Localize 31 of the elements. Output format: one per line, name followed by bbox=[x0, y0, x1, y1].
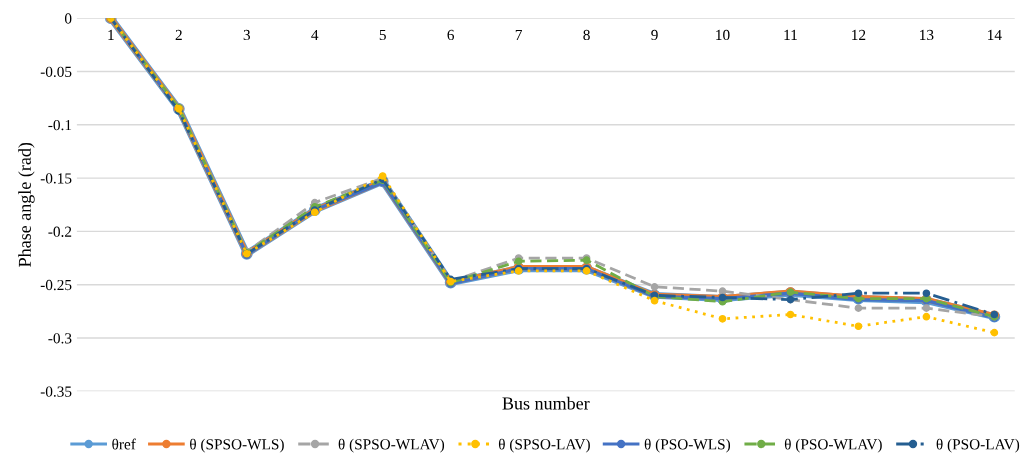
legend-label: θ (SPSO-WLAV) bbox=[338, 438, 445, 453]
x-tick-label: 6 bbox=[447, 29, 455, 41]
y-tick-label: -0.15 bbox=[40, 173, 72, 184]
y-tick-label: -0.35 bbox=[40, 386, 72, 397]
x-tick-label: 3 bbox=[243, 29, 250, 41]
legend-label: θ (SPSO-WLS) bbox=[190, 438, 284, 453]
legend-label: θ (SPSO-LAV) bbox=[498, 438, 590, 453]
x-tick-label: 12 bbox=[852, 29, 866, 40]
x-tick-label: 9 bbox=[651, 29, 658, 41]
y-tick-label: -0.3 bbox=[48, 333, 72, 344]
x-tick-label: 4 bbox=[311, 29, 319, 40]
x-tick-label: 10 bbox=[716, 29, 730, 41]
legend-label: θ (PSO-WLAV) bbox=[784, 438, 882, 453]
x-tick-label: 14 bbox=[988, 29, 1002, 40]
y-tick-label: -0.05 bbox=[40, 66, 72, 78]
x-axis-title: Bus number bbox=[502, 396, 590, 410]
legend-label: θ (PSO-WLS) bbox=[644, 438, 731, 453]
y-tick-label: -0.25 bbox=[40, 279, 72, 291]
x-tick-label: 8 bbox=[583, 29, 590, 41]
legend-label: θ (PSO-LAV) bbox=[936, 438, 1020, 453]
x-tick-label: 11 bbox=[784, 29, 797, 40]
x-tick-label: 13 bbox=[920, 29, 934, 41]
x-tick-label: 5 bbox=[379, 29, 386, 41]
y-axis-title: Phase angle (rad) bbox=[18, 142, 35, 267]
x-tick-label: 1 bbox=[108, 29, 114, 40]
x-tick-label: 2 bbox=[175, 29, 182, 40]
legend-label: θref bbox=[112, 438, 136, 450]
x-tick-label: 7 bbox=[515, 29, 523, 40]
y-tick-label: -0.1 bbox=[48, 119, 72, 131]
y-tick-label: -0.2 bbox=[48, 226, 72, 237]
y-tick-label: 0 bbox=[64, 13, 72, 24]
